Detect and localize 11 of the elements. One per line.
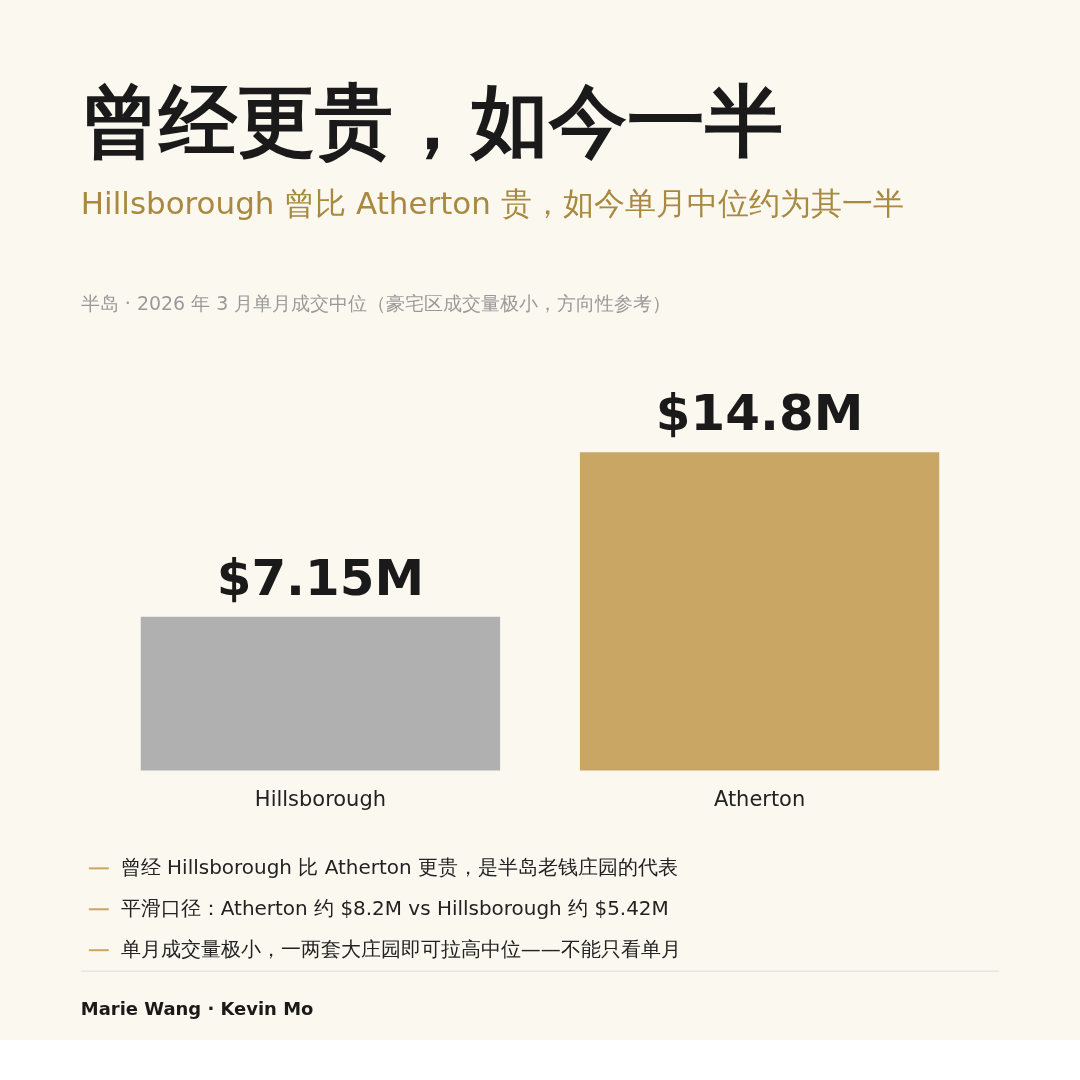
text: 平滑口径：Atherton 约 $8.2M vs Hillsborough 约 $5.42M	[120, 896, 669, 921]
text: Marie Wang · Kevin Mo	[80, 998, 314, 1020]
x-tick-label: Atherton	[713, 786, 806, 811]
data-label: $7.15M	[216, 548, 425, 607]
x-tick-label: Hillsborough	[254, 786, 386, 811]
chart-title: 曾经更贵，如今一半	[80, 75, 783, 166]
text: 曾经 Hillsborough 比 Atherton 更贵，是半岛老钱庄园的代表	[120, 855, 678, 880]
data-label: $14.8M	[655, 384, 864, 443]
text: Hillsborough 曾比 Atherton 贵，如今单月中位约为其一半	[80, 184, 904, 221]
text: 半岛 · 2026 年 3 月单月成交中位（豪宅区成交量极小，方向性参考）	[80, 292, 672, 315]
text: 单月成交量极小，一两套大庄园即可拉高中位——不能只看单月	[120, 937, 681, 962]
